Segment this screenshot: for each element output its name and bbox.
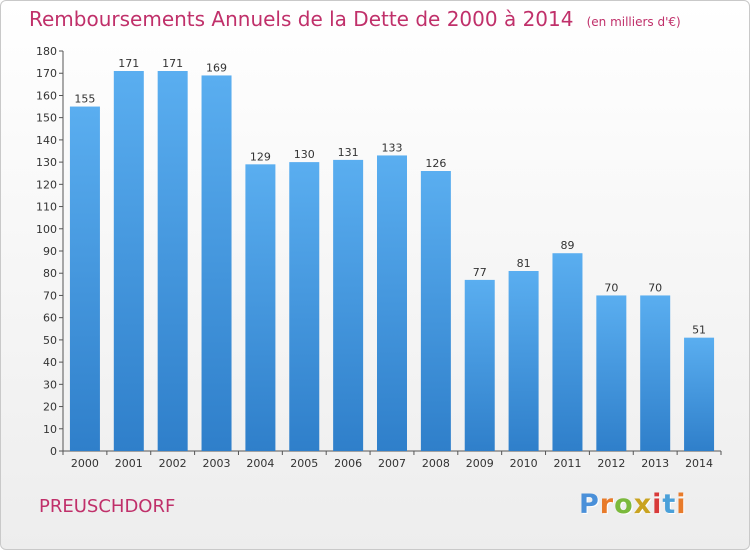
data-label: 155 <box>74 93 95 106</box>
bar <box>684 337 715 451</box>
y-tick-label: 60 <box>43 312 57 325</box>
x-tick-label: 2008 <box>422 457 450 470</box>
y-tick-label: 70 <box>43 289 57 302</box>
y-tick-label: 40 <box>43 356 57 369</box>
data-label: 77 <box>473 266 487 279</box>
y-tick-label: 170 <box>36 67 57 80</box>
chart-unit-label: (en milliers d'€) <box>586 15 681 29</box>
y-tick-label: 160 <box>36 89 57 102</box>
bar <box>508 271 539 451</box>
logo-letter: o <box>614 489 634 520</box>
data-label: 70 <box>604 281 618 294</box>
y-tick-label: 130 <box>36 156 57 169</box>
data-label: 89 <box>560 239 574 252</box>
y-tick-label: 180 <box>36 45 57 58</box>
data-label: 171 <box>162 57 183 70</box>
x-tick-label: 2003 <box>203 457 231 470</box>
x-tick-label: 2009 <box>466 457 494 470</box>
bar <box>420 171 451 451</box>
data-label: 129 <box>250 150 271 163</box>
logo-letter: P <box>579 489 600 520</box>
logo-letter: t <box>662 489 677 520</box>
bar <box>333 159 364 451</box>
x-tick-label: 2005 <box>290 457 318 470</box>
bar <box>640 295 671 451</box>
bar <box>464 279 495 451</box>
bar <box>377 155 407 451</box>
x-tick-label: 2006 <box>334 457 362 470</box>
x-tick-label: 2001 <box>115 457 143 470</box>
data-labels: 155 171 171 169 129 130 131 133 126 77 81 89 70 70 51 <box>74 57 706 337</box>
logo-letter: x <box>633 489 653 520</box>
y-tick-label: 140 <box>36 134 57 147</box>
logo-letter: i <box>676 489 687 520</box>
logo-letter: r <box>599 489 615 520</box>
x-tick-label: 2002 <box>159 457 187 470</box>
x-tick-label: 2007 <box>378 457 406 470</box>
bar <box>113 71 144 451</box>
bar <box>157 71 188 451</box>
y-tick-label: 150 <box>36 112 57 125</box>
bar <box>69 106 100 452</box>
data-label: 130 <box>294 148 315 161</box>
y-tick-label: 50 <box>43 334 57 347</box>
y-tick-label: 120 <box>36 178 57 191</box>
x-tick-label: 2013 <box>641 457 669 470</box>
y-tick-label: 0 <box>50 445 57 458</box>
data-label: 126 <box>425 157 446 170</box>
data-label: 171 <box>118 57 139 70</box>
x-tick-label: 2004 <box>246 457 274 470</box>
commune-name: PREUSCHDORF <box>39 496 176 517</box>
y-tick-label: 10 <box>43 423 57 436</box>
x-tick-label: 2012 <box>597 457 625 470</box>
bar <box>289 162 320 451</box>
x-tick-label: 2014 <box>685 457 713 470</box>
proxiti-logo: Proxiti <box>579 489 687 520</box>
bars <box>69 71 715 452</box>
y-tick-label: 100 <box>36 223 57 236</box>
x-tick-label: 2010 <box>510 457 538 470</box>
y-tick-label: 90 <box>43 245 57 258</box>
y-tick-label: 30 <box>43 378 57 391</box>
chart-title: Remboursements Annuels de la Dette de 20… <box>29 7 574 31</box>
data-label: 51 <box>692 324 706 337</box>
x-tick-label: 2000 <box>71 457 99 470</box>
y-tick-label: 80 <box>43 267 57 280</box>
y-tick-label: 110 <box>36 201 57 214</box>
bar <box>201 75 232 451</box>
data-label: 133 <box>382 141 403 154</box>
bar <box>552 253 583 451</box>
logo-letter: i <box>652 489 663 520</box>
bar <box>245 164 276 452</box>
data-label: 131 <box>338 146 359 159</box>
x-tick-label: 2011 <box>553 457 581 470</box>
bar <box>596 295 627 451</box>
data-label: 169 <box>206 61 227 74</box>
axes: 0 10 20 30 40 50 60 70 80 90 100 110 120 130 140 150 160… <box>36 45 722 470</box>
chart-title-row: Remboursements Annuels de la Dette de 20… <box>29 7 681 31</box>
data-label: 70 <box>648 281 662 294</box>
y-tick-label: 20 <box>43 401 57 414</box>
data-label: 81 <box>517 257 531 270</box>
